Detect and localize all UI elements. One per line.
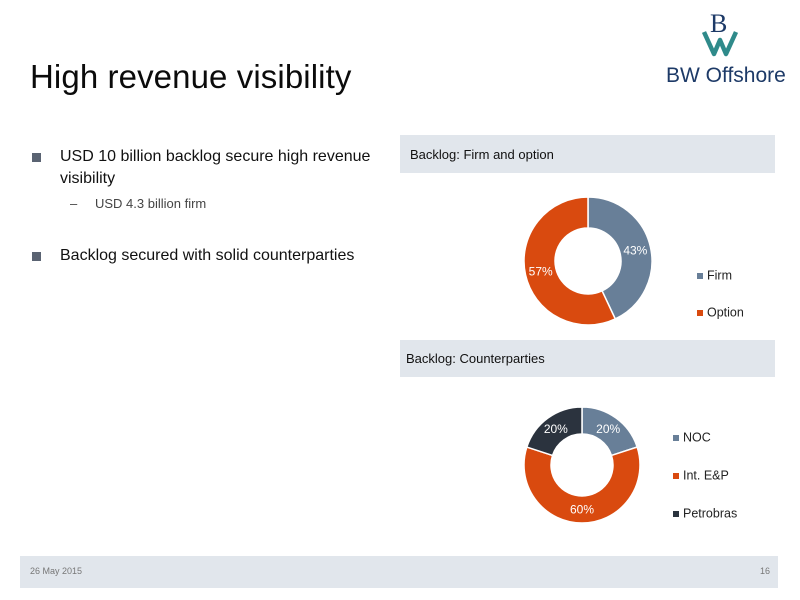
bullet-square-icon — [32, 252, 41, 261]
slice-counterparties-2 — [525, 406, 583, 457]
slice-counterparties-1 — [523, 446, 641, 524]
sub-bullet-firm: – USD 4.3 billion firm — [30, 196, 400, 211]
legend-swatch-icon — [673, 510, 679, 517]
bullet-text: Backlog secured with solid counterpartie… — [60, 247, 355, 264]
legend-label: Int. E&P — [683, 468, 729, 483]
legend-item-counterparties-0: NOC — [673, 430, 711, 445]
slice-firm-option-0 — [587, 196, 653, 320]
legend-swatch-icon — [673, 472, 679, 479]
chart-title-firm-option: Backlog: Firm and option — [400, 135, 775, 173]
bullet-text: USD 10 billion backlog secure high reven… — [60, 148, 371, 187]
company-logo-text: BW Offshore — [666, 64, 786, 87]
legend-item-firm-option-1: Option — [697, 305, 744, 320]
legend-swatch-icon — [673, 434, 679, 441]
bullet-counterparties: Backlog secured with solid counterpartie… — [30, 245, 400, 267]
dash-icon: – — [70, 196, 78, 211]
legend-swatch-icon — [697, 272, 703, 279]
legend-swatch-icon — [697, 309, 703, 316]
data-label-counterparties-1: 60% — [570, 503, 594, 517]
footer-date: 26 May 2015 — [30, 566, 83, 576]
legend-label: Petrobras — [683, 506, 738, 521]
footer-bar: 26 May 2015 16 — [20, 556, 778, 588]
data-label-counterparties-2: 20% — [544, 422, 568, 436]
bullet-list: USD 10 billion backlog secure high reven… — [30, 146, 400, 267]
legend-label: NOC — [683, 430, 711, 445]
svg-text:B: B — [710, 9, 727, 38]
bullet-square-icon — [32, 153, 41, 162]
legend-label: Firm — [707, 268, 732, 283]
bw-logo-icon: B — [701, 9, 739, 57]
page-number: 16 — [759, 566, 770, 576]
data-label-firm-option-0: 43% — [623, 243, 647, 257]
data-label-firm-option-1: 57% — [529, 265, 553, 279]
chart-title-counterparties: Backlog: Counterparties — [400, 340, 775, 377]
legend-label: Option — [707, 305, 744, 320]
legend-item-counterparties-1: Int. E&P — [673, 468, 729, 483]
data-label-counterparties-0: 20% — [596, 422, 620, 436]
sub-bullet-text: USD 4.3 billion firm — [95, 196, 207, 211]
slice-firm-option-1 — [523, 196, 617, 326]
page-title: High revenue visibility — [30, 58, 352, 95]
legend-item-counterparties-2: Petrobras — [673, 506, 737, 521]
bullet-backlog: USD 10 billion backlog secure high reven… — [30, 146, 400, 190]
legend-item-firm-option-0: Firm — [697, 268, 732, 283]
